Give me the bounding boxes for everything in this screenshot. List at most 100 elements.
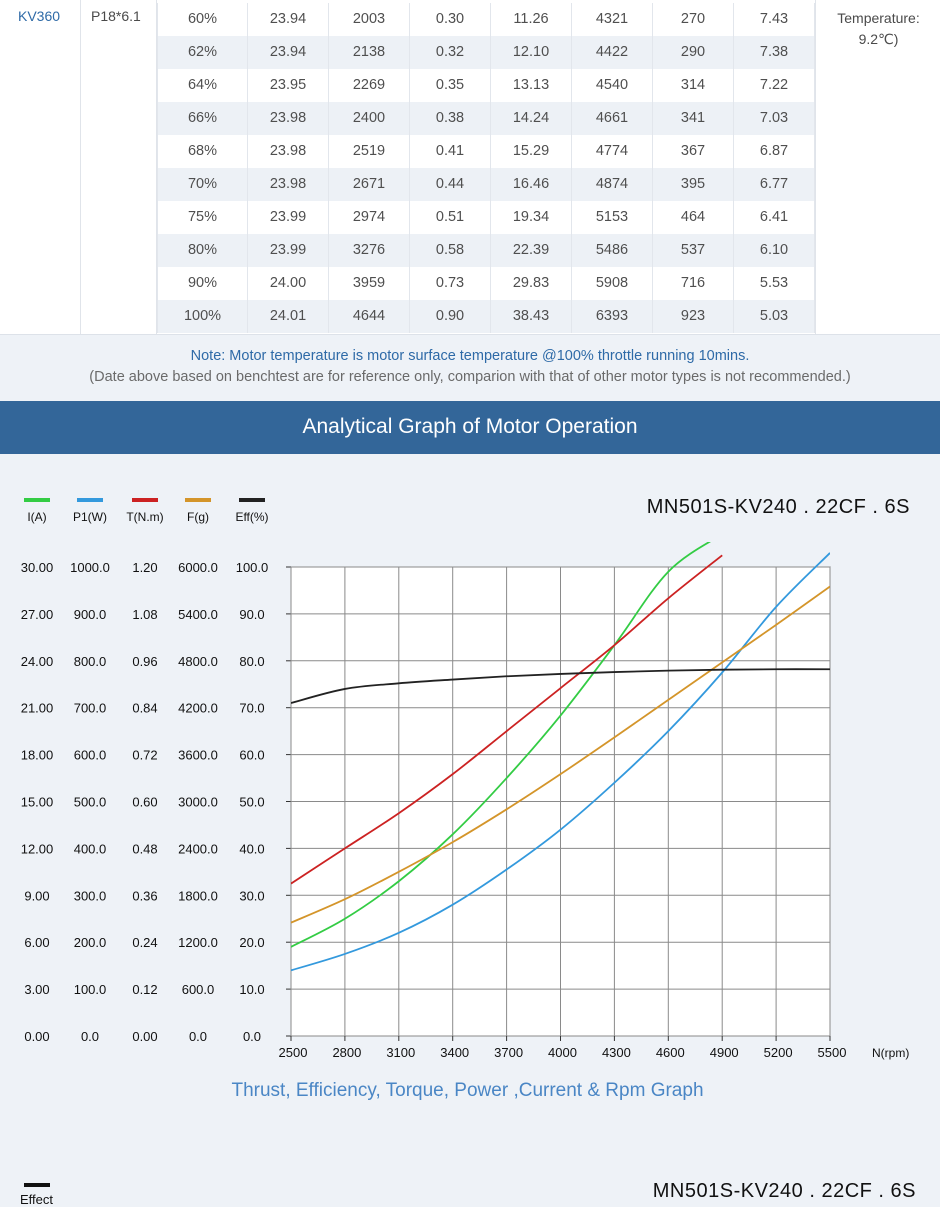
- table-cell: 29.83: [491, 267, 572, 300]
- y-tick-label: 200.0: [74, 935, 107, 950]
- y-tick-label: 3000.0: [178, 795, 218, 810]
- table-cell: 6393: [572, 300, 653, 333]
- table-cell: 68%: [157, 135, 248, 168]
- y-tick-label: 0.0: [243, 1029, 261, 1044]
- y-tick-label: 0.0: [189, 1029, 207, 1044]
- y-tick-label: 800.0: [74, 654, 107, 669]
- y-tick-label: 600.0: [74, 748, 107, 763]
- table-row: 66% 23.98 2400 0.38 14.24 4661 341 7.03: [157, 102, 815, 135]
- table-row: 68% 23.98 2519 0.41 15.29 4774 367 6.87: [157, 135, 815, 168]
- table-cell: 5153: [572, 201, 653, 234]
- y-tick-label: 700.0: [74, 701, 107, 716]
- temperature-column: Temperature: 9.2℃): [815, 0, 940, 334]
- y-tick-label: 18.00: [21, 748, 54, 763]
- table-cell: 23.98: [248, 168, 329, 201]
- y-tick-label: 300.0: [74, 888, 107, 903]
- prop-column: P18*6.1: [81, 0, 157, 334]
- y-tick-label: 24.00: [21, 654, 54, 669]
- legend-swatch: [77, 498, 103, 502]
- table-cell: 395: [653, 168, 734, 201]
- y-tick-label: 12.00: [21, 841, 54, 856]
- table-body: 60% 23.94 2003 0.30 11.26 4321 270 7.43 62% 23.94…: [157, 3, 815, 333]
- x-tick-label: 4000: [548, 1045, 577, 1060]
- y-tick-label: 2400.0: [178, 841, 218, 856]
- legend-label: Eff(%): [235, 510, 268, 524]
- table-row: 75% 23.99 2974 0.51 19.34 5153 464 6.41: [157, 201, 815, 234]
- y-tick-label: 1800.0: [178, 888, 218, 903]
- legend-label: I(A): [27, 510, 46, 524]
- y-tick-label: 1000.0: [70, 560, 110, 575]
- table-cell: 7.38: [734, 36, 815, 69]
- legend-swatch: [239, 498, 265, 502]
- table-cell: 270: [653, 3, 734, 36]
- table-cell: 4321: [572, 3, 653, 36]
- y-tick-label: 100.0: [74, 982, 107, 997]
- chart-area: 2500 2800 3100 3400 3700 4000 4300 4600 4900 5200…: [0, 454, 940, 1207]
- y-tick-label: 1.08: [132, 607, 157, 622]
- y-tick-label: 0.24: [132, 935, 157, 950]
- table-cell: 0.73: [410, 267, 491, 300]
- table-cell: 341: [653, 102, 734, 135]
- prop-label: P18*6.1: [91, 8, 141, 24]
- x-tick-label: 5200: [764, 1045, 793, 1060]
- y-tick-label: 1200.0: [178, 935, 218, 950]
- table-cell: 64%: [157, 69, 248, 102]
- table-cell: 0.44: [410, 168, 491, 201]
- table-cell: 923: [653, 300, 734, 333]
- table-cell: 7.03: [734, 102, 815, 135]
- table-cell: 0.90: [410, 300, 491, 333]
- table-cell: 0.51: [410, 201, 491, 234]
- table-cell: 4540: [572, 69, 653, 102]
- y-tick-label: 90.0: [239, 607, 264, 622]
- y-tick-label: 60.0: [239, 748, 264, 763]
- series-line-p1w: [291, 552, 830, 972]
- y-tick-label: 1.20: [132, 560, 157, 575]
- x-tick-label: 3700: [494, 1045, 523, 1060]
- table-cell: 2400: [329, 102, 410, 135]
- table-cell: 23.94: [248, 36, 329, 69]
- series-line-eff: [291, 668, 830, 704]
- y-tick-label: 70.0: [239, 701, 264, 716]
- table-cell: 3276: [329, 234, 410, 267]
- y-tick-label: 10.0: [239, 982, 264, 997]
- table-cell: 6.41: [734, 201, 815, 234]
- y-tick-label: 9.00: [24, 888, 49, 903]
- table-cell: 16.46: [491, 168, 572, 201]
- y-tick-label: 0.84: [132, 701, 157, 716]
- table-cell: 66%: [157, 102, 248, 135]
- disclaimer-note: (Date above based on benchtest are for r…: [89, 369, 851, 385]
- section-title: Analytical Graph of Motor Operation: [0, 401, 940, 454]
- y-tick-label: 4800.0: [178, 654, 218, 669]
- table-cell: 19.34: [491, 201, 572, 234]
- temperature-label: Temperature:: [837, 10, 920, 26]
- y-tick-label: 0.60: [132, 795, 157, 810]
- x-axis-label: N(rpm): [872, 1046, 909, 1060]
- y-tick-label: 0.00: [132, 1029, 157, 1044]
- table-cell: 537: [653, 234, 734, 267]
- chart-caption: Thrust, Efficiency, Torque, Power ,Curre…: [231, 1080, 704, 1101]
- table-cell: 12.10: [491, 36, 572, 69]
- table-cell: 11.26: [491, 3, 572, 36]
- y-tick-label: 600.0: [182, 982, 215, 997]
- y-tick-label: 50.0: [239, 795, 264, 810]
- table-cell: 23.98: [248, 102, 329, 135]
- y-tick-label: 40.0: [239, 841, 264, 856]
- table-cell: 23.95: [248, 69, 329, 102]
- table-cell: 0.35: [410, 69, 491, 102]
- table-cell: 716: [653, 267, 734, 300]
- legend-swatch: [132, 498, 158, 502]
- y-tick-label: 27.00: [21, 607, 54, 622]
- table-cell: 90%: [157, 267, 248, 300]
- legend-label: P1(W): [73, 510, 107, 524]
- model-label: MN501S-KV240 . 22CF . 6S: [646, 496, 910, 518]
- table-cell: 6.77: [734, 168, 815, 201]
- motor-chart: 2500 2800 3100 3400 3700 4000 4300 4600 4900 5200…: [21, 498, 909, 1060]
- table-cell: 23.94: [248, 3, 329, 36]
- table-cell: 464: [653, 201, 734, 234]
- table-row: 62% 23.94 2138 0.32 12.10 4422 290 7.38: [157, 36, 815, 69]
- table-cell: 23.99: [248, 234, 329, 267]
- table-cell: 4874: [572, 168, 653, 201]
- table-cell: 5908: [572, 267, 653, 300]
- table-cell: 75%: [157, 201, 248, 234]
- table-cell: 0.38: [410, 102, 491, 135]
